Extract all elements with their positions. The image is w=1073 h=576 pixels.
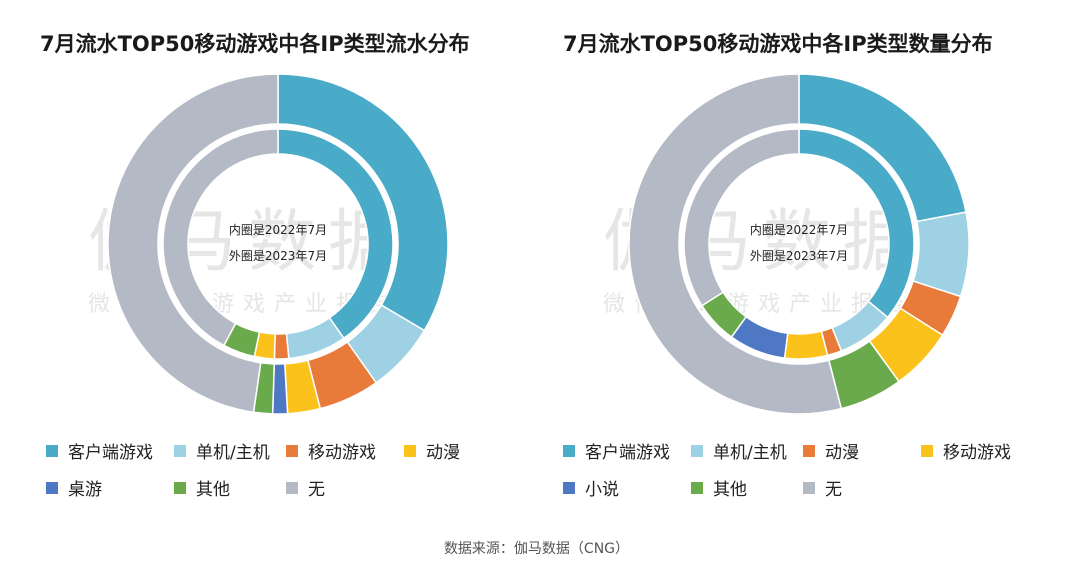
legend-label: 动漫 bbox=[825, 443, 859, 463]
source-note: 数据来源：伽马数据（CNG） bbox=[443, 541, 630, 557]
legend-count: 客户端游戏 单机/主机 动漫 移动游戏小说 其他 无 bbox=[563, 438, 1031, 500]
chart-title-revenue: 7月流水TOP50移动游戏中各IP类型流水分布 bbox=[40, 32, 470, 56]
legend-swatch bbox=[563, 481, 575, 494]
slice-outer-6 bbox=[628, 74, 843, 415]
legend-swatch bbox=[921, 444, 933, 457]
legend-swatch bbox=[286, 444, 298, 457]
legend-swatch bbox=[404, 444, 416, 457]
legend-label: 单机/主机 bbox=[196, 443, 270, 463]
legend-item: 客户端游戏 bbox=[46, 438, 174, 463]
legend-label: 客户端游戏 bbox=[585, 443, 670, 463]
center-note-line: 外圈是2023年7月 bbox=[750, 249, 848, 263]
center-note-line: 内圈是2022年7月 bbox=[229, 223, 327, 237]
slice-outer-0 bbox=[277, 74, 449, 332]
legend-item: 单机/主机 bbox=[174, 438, 286, 463]
legend-label: 小说 bbox=[585, 480, 619, 500]
legend-label: 移动游戏 bbox=[308, 443, 376, 463]
legend-swatch bbox=[563, 444, 575, 457]
slice-outer-6 bbox=[107, 74, 279, 414]
legend-swatch bbox=[174, 481, 186, 494]
center-note-line: 内圈是2022年7月 bbox=[750, 223, 848, 237]
slice-inner-6 bbox=[683, 128, 800, 307]
legend-item: 无 bbox=[803, 475, 921, 500]
legend-item: 动漫 bbox=[404, 438, 514, 463]
legend-swatch bbox=[174, 444, 186, 457]
legend-item: 其他 bbox=[691, 475, 803, 500]
legend-label: 其他 bbox=[713, 480, 747, 500]
legend-item: 客户端游戏 bbox=[563, 438, 691, 463]
legend-item: 无 bbox=[286, 475, 404, 500]
legend-swatch bbox=[691, 481, 703, 494]
legend-label: 动漫 bbox=[426, 443, 460, 463]
legend-item: 动漫 bbox=[803, 438, 921, 463]
chart-title-count: 7月流水TOP50移动游戏中各IP类型数量分布 bbox=[563, 32, 993, 56]
slice-inner-3 bbox=[783, 330, 829, 360]
slice-inner-6 bbox=[162, 128, 279, 347]
legend-label: 移动游戏 bbox=[943, 443, 1011, 463]
legend-swatch bbox=[691, 444, 703, 457]
legend-swatch bbox=[286, 481, 298, 494]
legend-item: 移动游戏 bbox=[921, 438, 1031, 463]
legend-label: 桌游 bbox=[68, 480, 102, 500]
legend-revenue: 客户端游戏 单机/主机 移动游戏 动漫桌游 其他 无 bbox=[46, 438, 514, 500]
legend-item: 移动游戏 bbox=[286, 438, 404, 463]
legend-label: 客户端游戏 bbox=[68, 443, 153, 463]
legend-swatch bbox=[803, 444, 815, 457]
legend-swatch bbox=[803, 481, 815, 494]
legend-swatch bbox=[46, 444, 58, 457]
legend-swatch bbox=[46, 481, 58, 494]
legend-item: 其他 bbox=[174, 475, 286, 500]
legend-item: 单机/主机 bbox=[691, 438, 803, 463]
legend-label: 其他 bbox=[196, 480, 230, 500]
center-note-line: 外圈是2023年7月 bbox=[229, 249, 327, 263]
legend-item: 桌游 bbox=[46, 475, 174, 500]
legend-label: 单机/主机 bbox=[713, 443, 787, 463]
legend-label: 无 bbox=[308, 480, 325, 500]
legend-label: 无 bbox=[825, 480, 842, 500]
legend-item: 小说 bbox=[563, 475, 691, 500]
